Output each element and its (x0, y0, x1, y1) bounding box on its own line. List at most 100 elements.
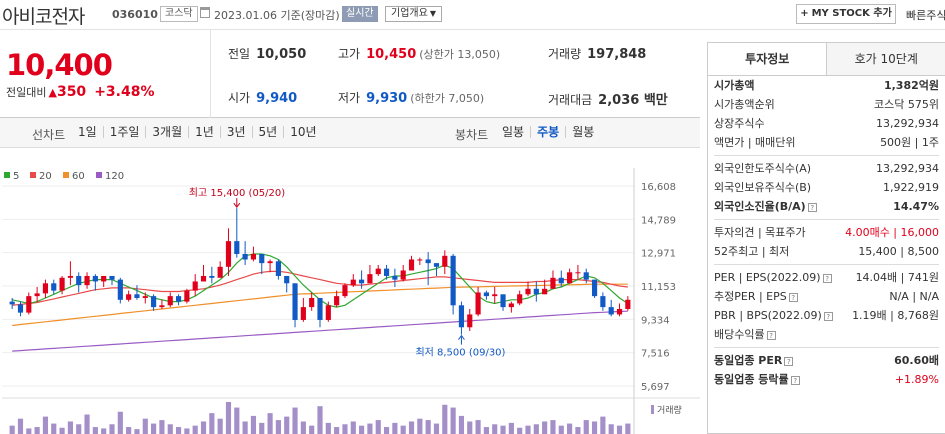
help-icon[interactable]: ? (766, 330, 776, 340)
volume-bar (242, 421, 248, 434)
volume-bar (209, 413, 215, 434)
candle-body (359, 279, 365, 284)
volume-bar (342, 424, 348, 434)
volume-bar (542, 421, 548, 434)
candle-body (126, 294, 132, 300)
volume-bar (250, 415, 257, 434)
chevron-down-icon: ▼ (429, 9, 436, 18)
company-overview-label: 기업개요 (391, 8, 428, 19)
volume-bar (483, 427, 489, 434)
low-value: 9,930 (366, 91, 408, 106)
info-row: 동일업종 PER? 60.60배 (714, 351, 939, 370)
candle-body (317, 297, 323, 320)
volume-bar (275, 420, 281, 434)
candle-body (442, 255, 448, 267)
candle-body (542, 288, 548, 295)
candle-tab-2[interactable]: 월봉 (565, 126, 600, 138)
candle-body (59, 277, 65, 291)
quick-search-link[interactable]: 빠른주식 (906, 9, 945, 22)
trade-amount: 거래대금 2,036 백만 (548, 89, 668, 108)
legend-label: 20 (39, 171, 52, 182)
volume-bar (51, 423, 57, 434)
realtime-button[interactable]: 실시간 (342, 6, 378, 22)
candle-tab-0[interactable]: 일봉 (502, 125, 525, 139)
prev-close-label: 전일 (228, 47, 251, 61)
company-overview-button[interactable]: 기업개요 ▼ (385, 6, 442, 22)
volume-bar (300, 421, 306, 434)
candle-body (117, 279, 123, 300)
y-tick-label: 16,608 (641, 182, 676, 193)
volume-bar (467, 421, 473, 434)
price-change: 전일대비 ▲350 +3.48% (6, 84, 155, 100)
info-tab-0[interactable]: 투자정보 (708, 43, 827, 75)
candle-chart-label: 봉차트 (455, 128, 489, 142)
candle-body (184, 290, 190, 302)
info-label: 액면가 | 매매단위 (714, 136, 796, 149)
info-panel: 투자정보 호가 10단계 시가총액 1,382억원 시가총액순위 코스닥 575위 상장주… (707, 42, 945, 434)
candle-body (492, 294, 498, 297)
info-tab-1[interactable]: 호가 10단계 (826, 43, 945, 75)
info-label: 외국인한도주식수(A) (714, 162, 812, 175)
help-icon[interactable]: ? (822, 273, 832, 283)
info-label: 동일업종 PER (714, 354, 783, 367)
volume-bar (284, 416, 290, 434)
stock-chart[interactable]: 5 20 60 120 16,608 14,789 12,971 11,153 9,334 7,5… (0, 148, 700, 434)
volume-bar (292, 407, 298, 434)
candle-body (525, 288, 531, 295)
volume-bar (259, 422, 265, 434)
candle-body (142, 296, 148, 298)
candle-body (334, 296, 340, 306)
candle-body (325, 305, 331, 320)
volume-bar (217, 418, 223, 434)
candle-body (467, 314, 473, 328)
divider (210, 30, 211, 118)
help-icon[interactable]: ? (788, 292, 798, 302)
candle-body (625, 299, 631, 309)
info-row: 외국인한도주식수(A) 13,292,934 (714, 159, 939, 178)
candle-body (425, 259, 431, 264)
volume-bar (359, 425, 365, 434)
period-tab-6[interactable]: 10년 (283, 126, 322, 138)
period-tab-4[interactable]: 3년 (219, 126, 252, 138)
volume-label: 거래량 (548, 47, 582, 61)
period-tab-3[interactable]: 1년 (188, 126, 220, 138)
candle-body (483, 292, 489, 297)
divider (714, 264, 939, 265)
info-label: 투자의견 | 목표주가 (714, 226, 806, 239)
candle-body (350, 279, 356, 286)
candle-body (383, 268, 390, 276)
volume-bar (192, 425, 198, 434)
help-icon[interactable]: ? (790, 375, 800, 385)
help-icon[interactable]: ? (784, 356, 794, 366)
candle-body (608, 307, 614, 315)
info-value: 13,292,934 (876, 162, 939, 175)
open-value: 9,940 (256, 91, 298, 106)
period-tab-2[interactable]: 3개월 (145, 126, 188, 138)
candle-body (367, 274, 373, 284)
info-label: 시가총액순위 (714, 98, 775, 111)
volume-bar (375, 420, 381, 434)
candle-body (92, 275, 98, 282)
low-label: 저가 (338, 91, 361, 105)
candle-body (400, 270, 406, 280)
info-value: 500원 | 1주 (880, 136, 939, 149)
legend-label: 5 (13, 171, 19, 182)
candle-tab-1[interactable]: 주봉 (530, 126, 565, 138)
period-tab-1[interactable]: 1주일 (102, 126, 146, 138)
info-row: 상장주식수 13,292,934 (714, 114, 939, 133)
base-date: 2023.01.06 기준(장마감) (214, 9, 340, 22)
help-icon[interactable]: ? (807, 202, 817, 212)
help-icon[interactable]: ? (823, 311, 833, 321)
company-name: 아비코전자 (2, 6, 85, 28)
add-mystock-button[interactable]: + MY STOCK 추가 (796, 4, 896, 24)
info-row: 추정PER | EPS? N/A | N/A (714, 287, 939, 306)
volume-bar (325, 422, 331, 434)
y-tick-label: 11,153 (641, 282, 676, 293)
volume-bar (175, 427, 182, 434)
candle-body (284, 275, 290, 284)
volume-bar (425, 420, 431, 434)
candle-body (433, 263, 440, 267)
chart-canvas[interactable]: 5 20 60 120 16,608 14,789 12,971 11,153 9,334 7,5… (0, 148, 700, 434)
period-tab-0[interactable]: 1일 (78, 125, 97, 139)
period-tab-5[interactable]: 5년 (251, 126, 284, 138)
